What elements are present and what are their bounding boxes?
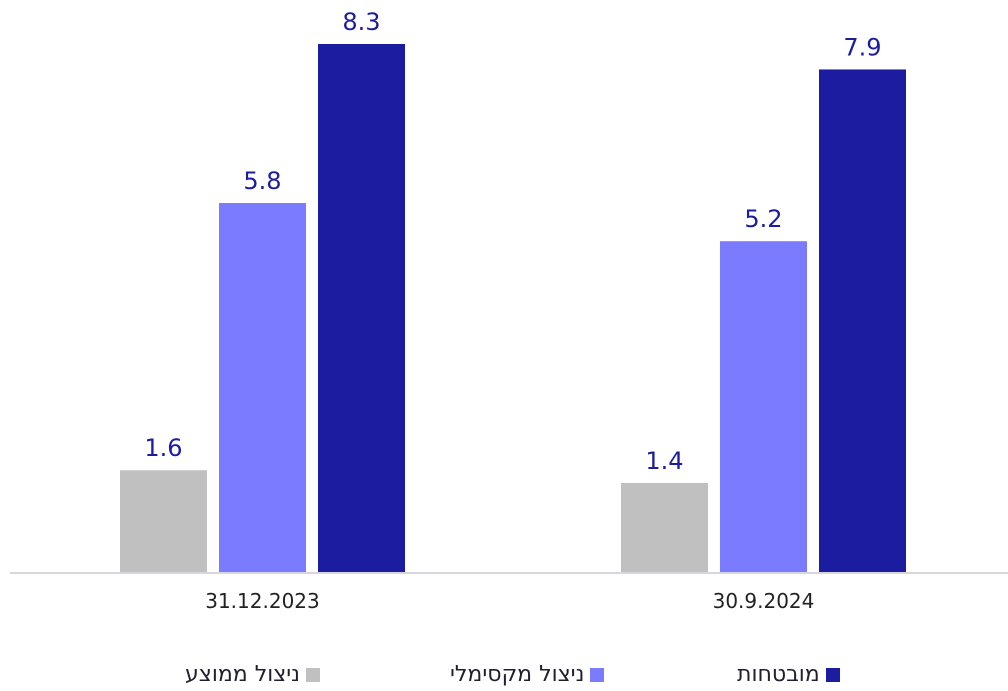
legend-item-avg-usage: ניצול ממוצע xyxy=(185,662,320,687)
bars-layer xyxy=(120,44,906,573)
value-label-avg-usage-2: 1.4 xyxy=(645,447,683,475)
bar-guaranteed-2 xyxy=(819,69,906,572)
bar-avg-usage-1 xyxy=(120,470,207,572)
value-labels-layer: 1.6 5.8 8.3 1.4 5.2 7.9 xyxy=(144,8,881,475)
legend-label-guaranteed: מובטחות xyxy=(737,662,820,687)
bar-guaranteed-1 xyxy=(318,44,405,572)
legend-swatch-guaranteed xyxy=(825,667,840,682)
legend-swatch-max-usage xyxy=(590,667,605,682)
bar-chart: 1.6 5.8 8.3 1.4 5.2 7.9 31.12.2023 30.9.2024 xyxy=(10,8,1008,613)
bar-max-usage-1 xyxy=(219,203,306,573)
x-tick-label-2: 30.9.2024 xyxy=(713,589,815,613)
value-label-max-usage-1: 5.8 xyxy=(243,167,281,195)
legend-label-max-usage: ניצול מקסימלי xyxy=(450,662,585,687)
value-label-avg-usage-1: 1.6 xyxy=(144,434,182,462)
bar-avg-usage-2 xyxy=(621,482,708,572)
value-label-max-usage-2: 5.2 xyxy=(744,205,782,233)
bar-max-usage-2 xyxy=(720,241,807,572)
legend: מובטחות ניצול מקסימלי ניצול ממוצע xyxy=(0,662,1008,691)
legend-swatch-avg-usage xyxy=(305,667,320,682)
value-label-guaranteed-2: 7.9 xyxy=(843,33,881,61)
legend-item-max-usage: ניצול מקסימלי xyxy=(450,662,605,687)
legend-item-guaranteed: מובטחות xyxy=(737,662,840,687)
x-tick-labels: 31.12.2023 30.9.2024 xyxy=(205,589,814,613)
value-label-guaranteed-1: 8.3 xyxy=(342,8,380,36)
x-tick-label-1: 31.12.2023 xyxy=(205,589,320,613)
legend-label-avg-usage: ניצול ממוצע xyxy=(185,662,300,687)
